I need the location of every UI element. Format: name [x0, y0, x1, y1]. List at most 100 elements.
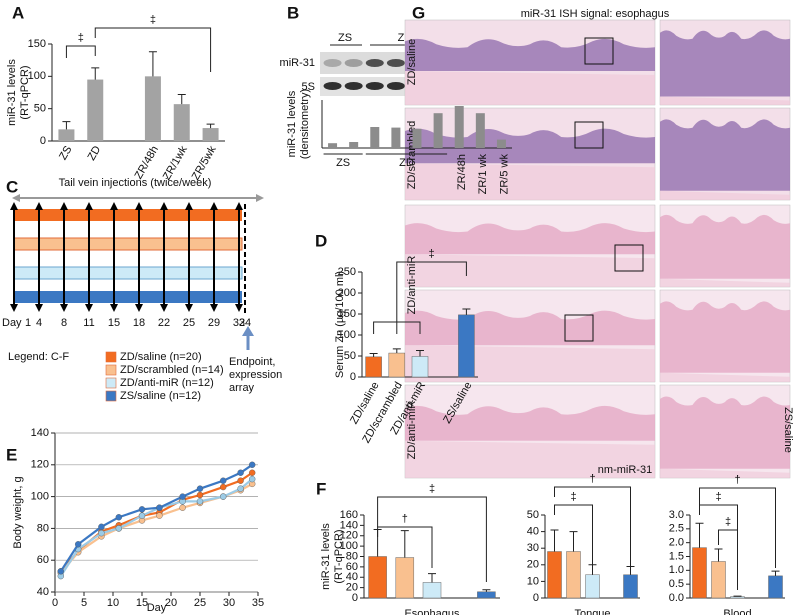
y-tick-label: 0.0 — [669, 592, 684, 604]
band — [344, 59, 363, 67]
bar — [422, 582, 442, 599]
error-bar — [588, 564, 597, 575]
day-label: 34 — [239, 317, 251, 329]
y-axis-title: (densitometry) — [299, 89, 311, 159]
tissue — [660, 278, 790, 287]
error-bar — [733, 595, 742, 597]
bar — [365, 356, 382, 378]
inset-box — [564, 314, 594, 342]
bar — [458, 314, 475, 378]
point — [248, 475, 256, 483]
point — [115, 514, 123, 521]
day-label: 22 — [158, 317, 170, 329]
group-bar — [13, 266, 243, 280]
error-bar — [91, 67, 100, 80]
error-bar — [462, 308, 471, 315]
day-label: 25 — [183, 317, 195, 329]
y-tick-label: 50 — [344, 350, 356, 362]
tissue — [405, 405, 655, 441]
point — [219, 477, 227, 484]
significance-mark: † — [402, 513, 408, 525]
x-tick-label: ZR/1 wk — [477, 154, 489, 195]
histology: ZD/salineZD/scrambledZD/anti-miRZD/anti-… — [404, 19, 794, 479]
significance-bracket — [554, 504, 593, 566]
bar — [411, 356, 429, 378]
x-tick-label: 25 — [194, 597, 206, 609]
tissue — [660, 372, 790, 382]
significance-mark: ‡ — [150, 14, 156, 26]
band — [344, 82, 363, 90]
tissue — [405, 38, 655, 71]
y-tick-label: 40 — [37, 586, 49, 598]
significance-mark: ‡ — [78, 32, 84, 44]
y-axis-title: miR-31 levels — [6, 59, 18, 126]
y-tick-label: 50 — [34, 103, 46, 115]
error-bar — [771, 570, 780, 576]
error-bar — [392, 348, 401, 354]
day-label: 15 — [108, 317, 120, 329]
legend-label: ZD/anti-miR (n=12) — [120, 377, 214, 389]
day-label: 4 — [36, 317, 42, 329]
error-bar — [550, 529, 559, 552]
y-tick-label: 100 — [340, 540, 358, 552]
significance-bracket — [65, 45, 96, 58]
y-tick-label: 3.0 — [669, 509, 684, 521]
significance-mark: ‡ — [725, 516, 731, 528]
y-tick-label: 20 — [346, 582, 358, 594]
point — [196, 485, 204, 492]
point — [248, 469, 256, 476]
legend-swatch — [105, 390, 117, 402]
legend-swatch — [105, 377, 117, 389]
tissue — [405, 163, 655, 200]
arrow-head — [242, 326, 254, 336]
y-tick-label: 0 — [350, 371, 356, 383]
significance-bracket — [377, 526, 433, 568]
tissue — [660, 214, 790, 279]
endpoint-text: Endpoint, — [229, 356, 275, 368]
tissue — [660, 468, 790, 478]
blot-row-label: 5S — [302, 81, 315, 93]
day-label: 1 — [25, 317, 31, 329]
bar — [370, 127, 380, 148]
y-tick-label: 200 — [338, 287, 356, 299]
point — [138, 512, 146, 519]
y-axis-title: miR-31 levels — [286, 90, 298, 157]
group-bar — [13, 237, 243, 251]
x-tick-label: ZR/5 wk — [498, 154, 510, 195]
point — [57, 568, 64, 575]
y-tick-label: 60 — [346, 561, 358, 573]
y-tick-label: 10 — [527, 575, 539, 587]
inset-box — [584, 37, 614, 65]
panel-label: C — [6, 177, 18, 196]
tissue — [405, 71, 655, 105]
y-tick-label: 150 — [28, 38, 46, 50]
bar — [368, 556, 387, 599]
x-tick-label: ZR/48h — [133, 144, 161, 181]
y-tick-label: 120 — [31, 459, 49, 471]
band — [386, 82, 405, 90]
bar — [477, 591, 496, 599]
bar — [475, 113, 485, 148]
significance-bracket — [94, 27, 212, 72]
y-tick-label: 120 — [340, 530, 358, 542]
legend-label: ZS/saline (n=12) — [120, 390, 201, 402]
bar — [391, 127, 401, 148]
x-axis-title: Esophagus — [404, 608, 460, 615]
bar — [328, 143, 338, 148]
point — [237, 469, 244, 476]
g-row-label: ZD/anti-miR — [406, 256, 418, 315]
x-tick-label: 30 — [223, 597, 235, 609]
point — [98, 529, 105, 537]
bar — [388, 352, 406, 378]
group-bar — [14, 291, 242, 303]
point — [237, 485, 244, 492]
tissue — [660, 119, 790, 191]
error-bar — [369, 352, 378, 357]
error-bar — [428, 573, 436, 583]
band — [323, 59, 342, 67]
group-bar — [14, 209, 242, 221]
bar — [496, 139, 506, 148]
error-bar — [62, 121, 71, 130]
tissue — [405, 128, 655, 164]
